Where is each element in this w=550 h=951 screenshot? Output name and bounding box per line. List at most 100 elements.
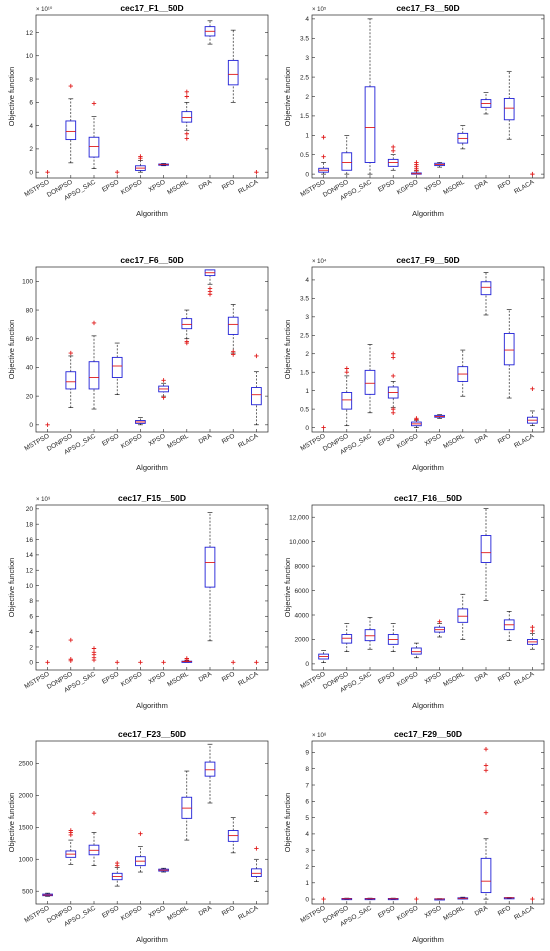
y-axis-label: Objective function xyxy=(7,793,16,853)
box-body xyxy=(65,120,77,141)
outlier-point xyxy=(254,660,259,665)
box-RFO xyxy=(227,817,239,854)
box-body xyxy=(480,857,492,894)
box-DONPSO xyxy=(65,828,77,865)
outlier-point xyxy=(530,628,535,634)
x-axis-label: Algorithm xyxy=(136,463,168,472)
x-tick-label: DRA xyxy=(198,432,214,445)
box-KGPSO xyxy=(411,642,422,659)
y-tick-label: 6 xyxy=(29,100,33,107)
x-tick-label: EPSO xyxy=(101,179,120,194)
x-axis-label: Algorithm xyxy=(412,935,444,944)
chart-title: cec17_F3__50D xyxy=(396,3,459,13)
outlier-point xyxy=(45,660,50,665)
box-RFO xyxy=(227,29,239,103)
box-body xyxy=(251,868,262,877)
chart-title: cec17_F16__50D xyxy=(394,493,462,503)
outlier-point xyxy=(391,148,396,154)
outlier-point xyxy=(391,406,396,412)
x-tick-label: RLACA xyxy=(513,670,536,687)
y-axis-label: Objective function xyxy=(7,558,16,618)
box-body xyxy=(227,316,239,335)
box-body xyxy=(341,392,353,410)
x-tick-label: XPSO xyxy=(423,905,442,920)
plot-frame xyxy=(311,504,545,671)
x-tick-label: XPSO xyxy=(147,671,166,686)
box-XPSO xyxy=(158,378,169,400)
box-DRA xyxy=(480,508,492,601)
outlier-point xyxy=(437,619,442,624)
outlier-point xyxy=(138,154,143,159)
box-body xyxy=(411,647,422,655)
y-tick-label: 1 xyxy=(305,880,309,887)
x-axis-label: Algorithm xyxy=(412,701,444,710)
box-DONPSO xyxy=(341,623,353,652)
y-tick-label: 10,000 xyxy=(289,539,309,546)
outlier-point xyxy=(68,83,73,89)
box-MSTPSO xyxy=(45,660,50,665)
x-tick-label: RFO xyxy=(497,179,512,192)
box-DRA xyxy=(204,20,216,45)
box-XPSO xyxy=(158,867,169,873)
outlier-point xyxy=(483,768,489,773)
outlier-point xyxy=(45,422,50,428)
outlier-point xyxy=(414,416,419,421)
outlier-point xyxy=(530,896,535,902)
x-tick-label: KGPSO xyxy=(396,905,420,923)
outlier-point xyxy=(91,101,97,106)
y-tick-label: 3 xyxy=(305,848,309,855)
y-tick-label: 20 xyxy=(26,393,34,400)
box-body xyxy=(364,86,376,163)
box-DONPSO xyxy=(341,366,353,427)
outlier-point xyxy=(184,136,189,141)
box-body xyxy=(341,152,353,171)
outlier-point xyxy=(321,154,326,159)
box-MSTPSO xyxy=(42,892,53,897)
y-axis-label: Objective function xyxy=(283,558,292,618)
y-tick-label: 500 xyxy=(22,889,33,896)
outlier-point xyxy=(254,353,259,359)
outlier-point xyxy=(207,286,213,291)
y-tick-label: 3.5 xyxy=(300,296,309,303)
box-XPSO xyxy=(434,414,445,419)
box-KGPSO xyxy=(411,160,422,175)
box-body xyxy=(457,608,469,623)
x-tick-label: EPSO xyxy=(101,905,120,920)
x-tick-label: RLACA xyxy=(513,432,536,449)
chart-title: cec17_F29__50D xyxy=(394,729,462,739)
box-body xyxy=(181,318,193,330)
outlier-point xyxy=(391,355,396,360)
x-tick-label: EPSO xyxy=(377,671,396,686)
x-tick-label: RLACA xyxy=(513,904,536,921)
x-tick-label: XPSO xyxy=(423,433,442,448)
y-tick-label: 1 xyxy=(305,388,309,395)
box-body xyxy=(251,387,262,406)
y-tick-label: 0 xyxy=(305,171,309,178)
y-tick-label: 2000 xyxy=(295,637,310,644)
chart-panel-3: cec17_F6__50D 0 20 40 60 80 100 Objective funct… xyxy=(7,255,269,472)
outlier-point xyxy=(483,763,489,768)
box-APSO_SAC xyxy=(364,18,376,175)
chart-title: cec17_F1__50D xyxy=(120,3,183,13)
y-tick-label: 1 xyxy=(305,133,309,140)
x-tick-label: KGPSO xyxy=(120,671,144,689)
outlier-point xyxy=(68,350,73,356)
box-RLACA xyxy=(527,386,538,427)
outlier-point xyxy=(68,828,73,833)
y-tick-label: 2500 xyxy=(19,761,34,768)
y-tick-label: 2 xyxy=(305,351,309,358)
x-tick-label: DRA xyxy=(474,904,490,917)
x-tick-label: DRA xyxy=(198,904,214,917)
outlier-point xyxy=(138,831,143,836)
y-tick-label: 1.5 xyxy=(300,113,309,120)
plot-frame xyxy=(311,740,545,905)
outlier-point xyxy=(321,135,326,140)
y-tick-label: 8 xyxy=(29,598,33,605)
box-MSORL xyxy=(181,309,193,346)
y-axis-label: Objective function xyxy=(7,320,16,380)
x-tick-label: RFO xyxy=(497,433,512,446)
box-APSO_SAC xyxy=(364,897,376,901)
chart-panel-2: cec17_F3__50D × 10⁵ 0 0.5 1 1.5 2 2.5 3 3.5 4 Objec… xyxy=(283,3,545,218)
y-tick-label: 0 xyxy=(29,660,33,667)
outlier-point xyxy=(391,410,396,416)
